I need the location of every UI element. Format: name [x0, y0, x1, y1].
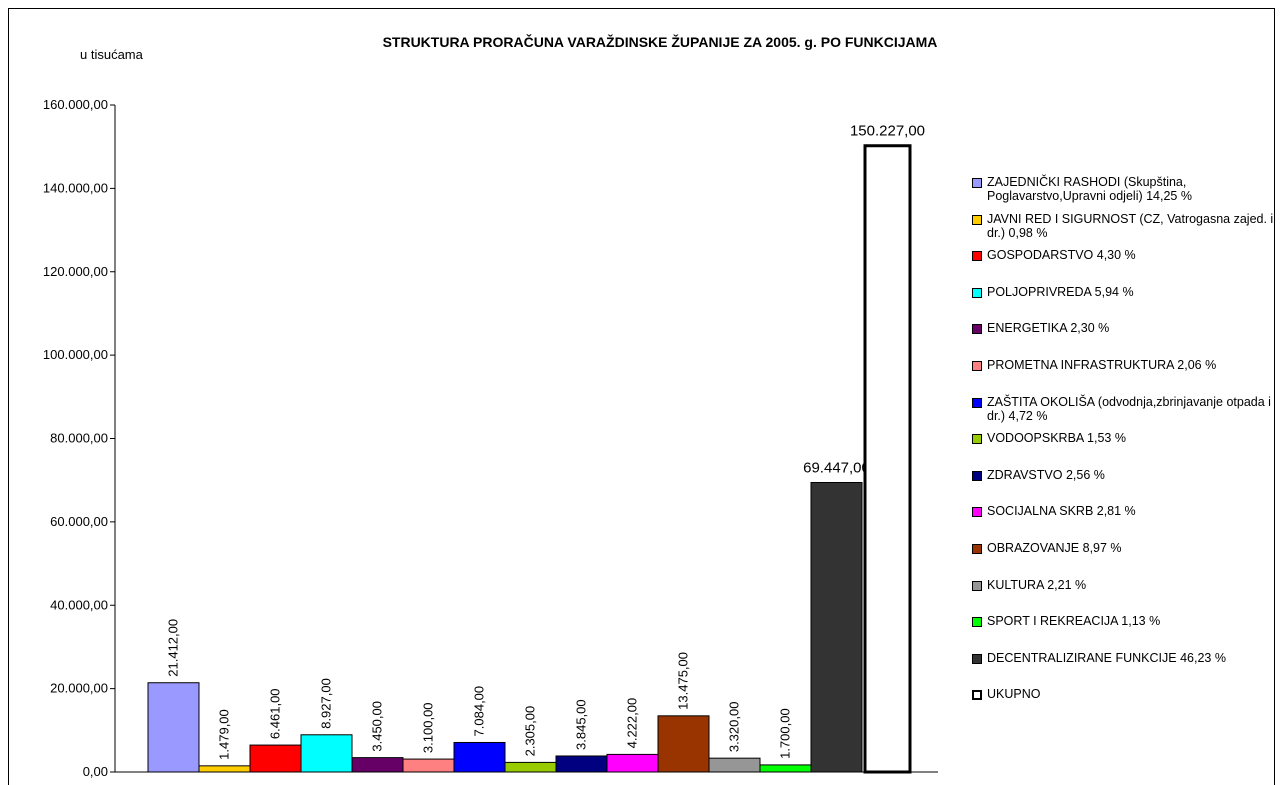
bar: [351, 757, 404, 773]
legend-label: SPORT I REKREACIJA 1,13 %: [987, 614, 1161, 629]
legend-entry: GOSPODARSTVO 4,30 %: [972, 248, 1277, 262]
bar: [863, 144, 912, 774]
legend-entry: ZAJEDNIČKI RASHODI (Skupština, Poglavars…: [972, 175, 1277, 203]
y-tick-label: 80.000,00: [50, 431, 108, 446]
data-label: 8.927,00: [319, 678, 334, 729]
data-label: 7.084,00: [472, 686, 487, 737]
legend-entry: POLJOPRIVREDA 5,94 %: [972, 285, 1277, 299]
legend-entry: ENERGETIKA 2,30 %: [972, 321, 1277, 335]
legend-entry: DECENTRALIZIRANE FUNKCIJE 46,23 %: [972, 651, 1277, 665]
legend-entry: ZDRAVSTVO 2,56 %: [972, 468, 1277, 482]
legend-swatch: [972, 287, 982, 298]
data-label: 69.447,00: [803, 459, 870, 476]
y-tick-label: 0,00: [83, 764, 108, 779]
legend-entry: KULTURA 2,21 %: [972, 578, 1277, 592]
legend-swatch: [972, 434, 982, 445]
data-label: 4.222,00: [625, 698, 640, 749]
bar: [249, 744, 302, 773]
legend-label: OBRAZOVANJE 8,97 %: [987, 541, 1122, 555]
legend-swatch: [972, 617, 982, 628]
data-label: 3.845,00: [574, 699, 589, 750]
legend-label: GOSPODARSTVO 4,30 %: [987, 248, 1136, 263]
legend-swatch: [972, 324, 982, 335]
legend-swatch: [972, 690, 982, 701]
chart-border: [8, 8, 1275, 785]
legend-swatch: [972, 251, 982, 262]
y-tick-label: 60.000,00: [50, 514, 108, 529]
legend-label: SOCIJALNA SKRB 2,81 %: [987, 504, 1136, 519]
y-tick-label: 100.000,00: [43, 347, 108, 362]
data-label: 3.450,00: [370, 701, 385, 752]
legend-entry: UKUPNO: [972, 687, 1277, 701]
y-axis-label: u tisućama: [80, 47, 144, 62]
bar: [708, 757, 761, 773]
bar: [657, 715, 710, 773]
bar: [606, 753, 659, 773]
data-label: 6.461,00: [268, 688, 283, 739]
data-label: 150.227,00: [850, 123, 925, 140]
bar: [810, 481, 863, 773]
bar: [453, 741, 506, 773]
bar: [198, 765, 251, 773]
legend-swatch: [972, 544, 982, 554]
legend-label: UKUPNO: [987, 687, 1041, 702]
data-label: 1.700,00: [778, 708, 793, 759]
legend-swatch: [972, 361, 982, 371]
legend-label: PROMETNA INFRASTRUKTURA 2,06 %: [987, 358, 1217, 372]
legend-label: KULTURA 2,21 %: [987, 577, 1087, 592]
bar: [402, 758, 455, 773]
legend-label: JAVNI RED I SIGURNOST (CZ, Vatrogasna za…: [987, 211, 1274, 240]
data-label: 3.100,00: [421, 702, 436, 753]
legend-entry: SPORT I REKREACIJA 1,13 %: [972, 614, 1277, 628]
legend-swatch: [972, 580, 982, 591]
data-label: 3.320,00: [727, 702, 742, 753]
legend-label: DECENTRALIZIRANE FUNKCIJE 46,23 %: [987, 650, 1226, 665]
legend-entry: PROMETNA INFRASTRUKTURA 2,06 %: [972, 358, 1277, 372]
data-label: 21.412,00: [166, 619, 181, 677]
legend-entry: JAVNI RED I SIGURNOST (CZ, Vatrogasna za…: [972, 212, 1277, 240]
legend-entry: ZAŠTITA OKOLIŠA (odvodnja,zbrinjavanje o…: [972, 395, 1277, 423]
legend-entry: VODOOPSKRBA 1,53 %: [972, 431, 1277, 445]
bar: [300, 734, 353, 773]
data-label: 13.475,00: [676, 652, 691, 710]
legend-label: ZAJEDNIČKI RASHODI (Skupština, Poglavars…: [987, 175, 1192, 203]
legend-swatch: [972, 178, 982, 188]
y-tick-label: 120.000,00: [43, 264, 108, 279]
legend-swatch: [972, 653, 982, 664]
y-tick-label: 140.000,00: [43, 180, 108, 195]
legend-label: ZAŠTITA OKOLIŠA (odvodnja,zbrinjavanje o…: [987, 394, 1271, 423]
y-tick-label: 20.000,00: [50, 681, 108, 696]
bar: [147, 682, 200, 773]
bar: [759, 764, 812, 773]
legend-swatch: [972, 507, 982, 518]
y-tick-label: 160.000,00: [43, 97, 108, 112]
legend-entry: SOCIJALNA SKRB 2,81 %: [972, 504, 1277, 518]
legend-label: ENERGETIKA 2,30 %: [987, 321, 1110, 336]
legend-label: VODOOPSKRBA 1,53 %: [987, 431, 1126, 446]
data-label: 2.305,00: [523, 706, 538, 757]
chart-title: STRUKTURA PRORAČUNA VARAŽDINSKE ŽUPANIJE…: [383, 33, 938, 50]
legend-swatch: [972, 397, 982, 408]
y-tick-label: 40.000,00: [50, 597, 108, 612]
legend-label: POLJOPRIVREDA 5,94 %: [987, 284, 1134, 299]
legend-swatch: [972, 214, 982, 225]
legend-swatch: [972, 470, 982, 481]
bar: [504, 761, 557, 773]
legend-label: ZDRAVSTVO 2,56 %: [987, 467, 1105, 482]
data-label: 1.479,00: [217, 709, 232, 760]
bar: [555, 755, 608, 773]
legend-entry: OBRAZOVANJE 8,97 %: [972, 541, 1277, 555]
